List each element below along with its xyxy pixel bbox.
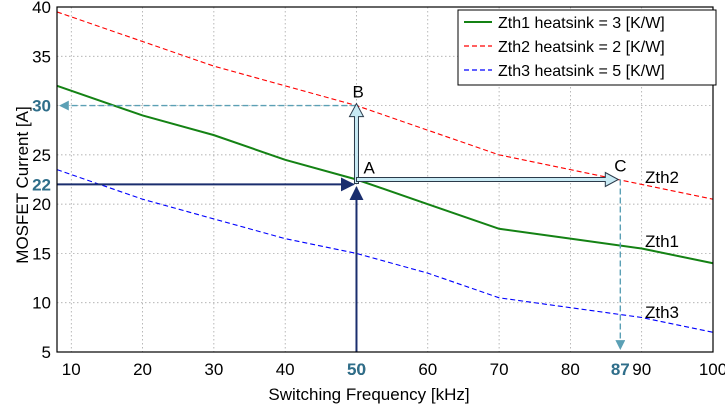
x-highlight-tick-label: 50	[347, 360, 366, 379]
x-axis-label: Switching Frequency [kHz]	[268, 385, 469, 404]
y-tick-labels: 5 10 15 20 25 35 40 22 30	[32, 0, 51, 362]
series-line-zth3	[56, 169, 714, 333]
legend-box	[457, 9, 717, 86]
x-tick-label: 80	[561, 360, 580, 379]
x-tick-label: 100	[699, 360, 725, 379]
x-tick-label: 70	[490, 360, 509, 379]
y-tick-label: 35	[32, 47, 51, 66]
y-tick-label: 20	[32, 195, 51, 214]
series-layer	[56, 11, 714, 333]
y-highlight-tick-label: 22	[32, 175, 51, 194]
x-tick-label: 50	[347, 360, 366, 379]
x-tick-label: 40	[276, 360, 295, 379]
x-tick-label: 10	[62, 360, 81, 379]
annotation-layer: A B C Zth1 Zth2 Zth3	[57, 83, 679, 352]
x-tick-label: 90	[632, 360, 651, 379]
y-tick-label: 40	[32, 0, 51, 17]
legend-entry-zth2: Zth2 heatsink = 2 [K/W]	[498, 39, 665, 56]
plot-frame	[56, 6, 714, 353]
y-tick-label: 15	[32, 244, 51, 263]
series-line-zth1	[56, 84, 714, 265]
arrow-a-to-b	[348, 102, 365, 184]
curve-label-zth3: Zth3	[645, 303, 679, 322]
x-tick-label: 20	[133, 360, 152, 379]
arrow-a-to-c	[355, 171, 620, 188]
y-tick-label: 5	[42, 343, 51, 362]
curve-label-zth2: Zth2	[645, 168, 679, 187]
x-tick-label: 30	[204, 360, 223, 379]
x-tick-label: 60	[418, 360, 437, 379]
legend-entry-zth1: Zth1 heatsink = 3 [K/W]	[498, 15, 665, 32]
legend: Zth1 heatsink = 3 [K/W] Zth2 heatsink = …	[457, 9, 717, 86]
y-axis-label: MOSFET Current [A]	[13, 106, 32, 263]
y-tick-label: 10	[32, 294, 51, 313]
series-line-zth2	[56, 11, 714, 200]
y-tick-label: 25	[32, 146, 51, 165]
curve-label-zth1: Zth1	[645, 232, 679, 251]
y-highlight-tick-label: 30	[32, 97, 51, 116]
point-label-b: B	[352, 83, 363, 102]
point-label-c: C	[614, 157, 626, 176]
x-highlight-tick-label: 87	[611, 360, 630, 379]
point-label-a: A	[363, 159, 375, 178]
legend-entry-zth3: Zth3 heatsink = 5 [K/W]	[498, 63, 665, 80]
